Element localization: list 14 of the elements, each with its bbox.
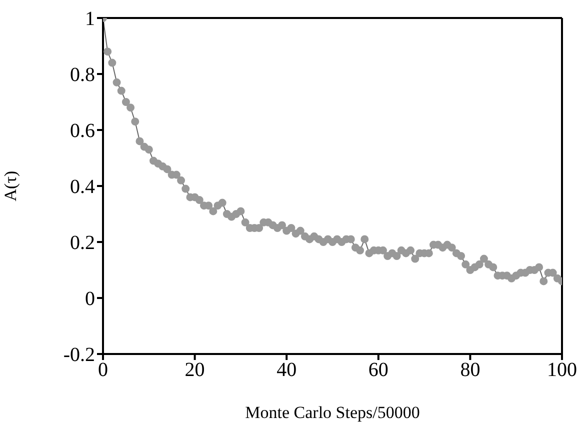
x-tick-label: 20: [184, 359, 205, 382]
y-tick-label: 1: [85, 8, 95, 30]
y-tick-label: -0.2: [63, 344, 95, 366]
x-axis-title: Monte Carlo Steps/50000: [245, 403, 420, 422]
y-tick-label: 0.2: [70, 232, 95, 254]
y-tick-label: 0: [85, 288, 95, 310]
y-tick-label: 0.6: [70, 120, 95, 142]
y-tick-label: 0.4: [70, 176, 95, 198]
x-tick-label: 80: [460, 359, 480, 382]
y-tick-label: 0.8: [70, 64, 95, 86]
x-tick-label: 40: [276, 359, 297, 382]
y-axis-title: A(τ): [1, 170, 20, 202]
x-tick-label: 60: [368, 359, 388, 382]
x-tick-label: 100: [547, 359, 577, 382]
